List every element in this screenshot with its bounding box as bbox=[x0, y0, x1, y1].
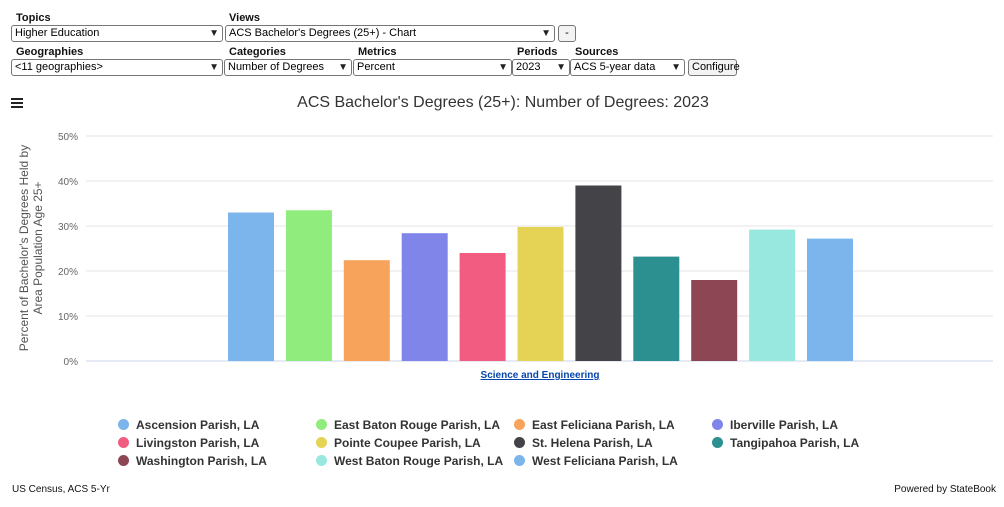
legend-dot-icon bbox=[316, 437, 327, 448]
legend-label: West Feliciana Parish, LA bbox=[532, 454, 678, 468]
views-label: Views bbox=[229, 12, 260, 24]
powered-by: Powered by StateBook bbox=[894, 484, 996, 495]
configure-button[interactable]: Configure bbox=[688, 59, 740, 76]
chevron-down-icon: ▼ bbox=[541, 28, 551, 39]
y-axis-label-line-1: Percent of Bachelor's Degrees Held by bbox=[17, 145, 31, 351]
legend-item[interactable]: Iberville Parish, LA bbox=[712, 418, 838, 432]
legend-label: Ascension Parish, LA bbox=[136, 418, 260, 432]
legend-label: East Baton Rouge Parish, LA bbox=[334, 418, 501, 432]
legend-dot-icon bbox=[316, 419, 327, 430]
sources-label: Sources bbox=[575, 46, 619, 58]
y-axis-label-line-2: Area Population Age 25+ bbox=[31, 181, 45, 314]
categories-select[interactable]: Number of Degrees ▼ bbox=[224, 59, 352, 76]
legend-label: East Feliciana Parish, LA bbox=[532, 418, 675, 432]
legend-dot-icon bbox=[514, 419, 525, 430]
categories-label: Categories bbox=[229, 46, 286, 58]
metrics-value: Percent bbox=[357, 61, 395, 73]
x-category-label[interactable]: Science and Engineering bbox=[481, 370, 600, 381]
sources-select[interactable]: ACS 5-year data ▼ bbox=[570, 59, 685, 76]
metrics-select[interactable]: Percent ▼ bbox=[353, 59, 512, 76]
bar[interactable] bbox=[575, 185, 622, 362]
categories-value: Number of Degrees bbox=[228, 61, 324, 73]
y-tick-label: 20% bbox=[58, 267, 78, 278]
chevron-down-icon: ▼ bbox=[338, 62, 348, 73]
bar-chart: ACS Bachelor's Degrees (25+): Number of … bbox=[17, 94, 993, 381]
legend-item[interactable]: Ascension Parish, LA bbox=[118, 418, 259, 432]
legend-dot-icon bbox=[514, 437, 525, 448]
legend-label: Tangipahoa Parish, LA bbox=[730, 436, 860, 450]
y-tick-label: 40% bbox=[58, 177, 78, 188]
topics-select[interactable]: Higher Education ▼ bbox=[11, 25, 223, 42]
legend-label: Livingston Parish, LA bbox=[136, 436, 260, 450]
chevron-down-icon: ▼ bbox=[671, 62, 681, 73]
geographies-select[interactable]: <11 geographies> ▼ bbox=[11, 59, 223, 76]
legend-label: Iberville Parish, LA bbox=[730, 418, 839, 432]
chart-title: ACS Bachelor's Degrees (25+): Number of … bbox=[297, 94, 709, 111]
topics-value: Higher Education bbox=[15, 27, 100, 39]
bar[interactable] bbox=[401, 233, 448, 361]
bars bbox=[228, 185, 853, 362]
source-credit: US Census, ACS 5-Yr bbox=[12, 484, 110, 495]
bar[interactable] bbox=[749, 229, 796, 361]
y-tick-label: 50% bbox=[58, 132, 78, 143]
legend-dot-icon bbox=[514, 455, 525, 466]
periods-value: 2023 bbox=[516, 61, 541, 73]
legend-item[interactable]: East Baton Rouge Parish, LA bbox=[316, 418, 500, 432]
legend-label: Washington Parish, LA bbox=[136, 454, 267, 468]
chevron-down-icon: ▼ bbox=[209, 62, 219, 73]
y-tick-label: 0% bbox=[64, 357, 79, 368]
periods-label: Periods bbox=[517, 46, 558, 58]
bar[interactable] bbox=[517, 226, 564, 361]
periods-select[interactable]: 2023 ▼ bbox=[512, 59, 570, 76]
bar[interactable] bbox=[633, 256, 680, 361]
legend-dot-icon bbox=[118, 419, 129, 430]
legend-item[interactable]: Pointe Coupee Parish, LA bbox=[316, 436, 481, 450]
y-tick-label: 30% bbox=[58, 222, 78, 233]
y-axis-ticks: 0% 10% 20% 30% 40% 50% bbox=[58, 132, 78, 368]
views-select[interactable]: ACS Bachelor's Degrees (25+) - Chart ▼ bbox=[225, 25, 555, 42]
legend-item[interactable]: St. Helena Parish, LA bbox=[514, 436, 653, 450]
legend-dot-icon bbox=[712, 419, 723, 430]
chevron-down-icon: ▼ bbox=[498, 62, 508, 73]
chevron-down-icon: ▼ bbox=[556, 62, 566, 73]
remove-view-button[interactable]: - bbox=[558, 25, 576, 42]
bar[interactable] bbox=[285, 210, 332, 361]
legend-item[interactable]: Washington Parish, LA bbox=[118, 454, 267, 468]
legend-item[interactable]: West Feliciana Parish, LA bbox=[514, 454, 678, 468]
sources-value: ACS 5-year data bbox=[574, 61, 656, 73]
bar[interactable] bbox=[807, 238, 853, 361]
legend-dot-icon bbox=[118, 437, 129, 448]
legend-dot-icon bbox=[712, 437, 723, 448]
legend-label: St. Helena Parish, LA bbox=[532, 436, 653, 450]
hamburger-menu-icon[interactable] bbox=[11, 98, 23, 110]
views-value: ACS Bachelor's Degrees (25+) - Chart bbox=[229, 27, 417, 39]
legend-dot-icon bbox=[118, 455, 129, 466]
geographies-label: Geographies bbox=[16, 46, 84, 58]
legend-dot-icon bbox=[316, 455, 327, 466]
legend-item[interactable]: Tangipahoa Parish, LA bbox=[712, 436, 859, 450]
legend-item[interactable]: West Baton Rouge Parish, LA bbox=[316, 454, 503, 468]
geographies-value: <11 geographies> bbox=[15, 61, 103, 73]
metrics-label: Metrics bbox=[358, 46, 397, 58]
bar[interactable] bbox=[228, 212, 274, 362]
topics-label: Topics bbox=[16, 12, 51, 24]
legend-item[interactable]: Livingston Parish, LA bbox=[118, 436, 259, 450]
y-tick-label: 10% bbox=[58, 312, 78, 323]
chevron-down-icon: ▼ bbox=[209, 28, 219, 39]
bar[interactable] bbox=[691, 280, 738, 361]
legend-item[interactable]: East Feliciana Parish, LA bbox=[514, 418, 675, 432]
legend-label: Pointe Coupee Parish, LA bbox=[334, 436, 481, 450]
legend-label: West Baton Rouge Parish, LA bbox=[334, 454, 504, 468]
bar[interactable] bbox=[459, 253, 506, 361]
bar[interactable] bbox=[343, 260, 390, 361]
